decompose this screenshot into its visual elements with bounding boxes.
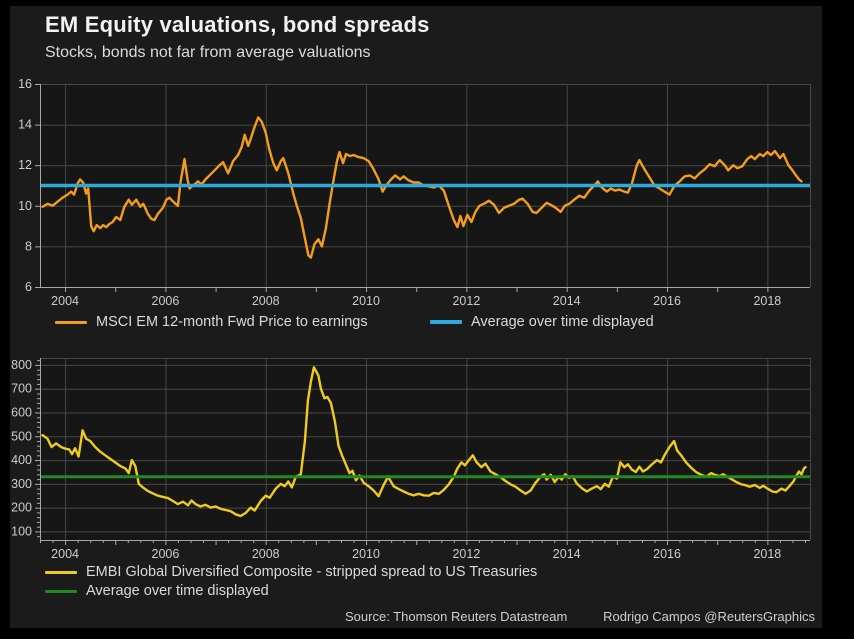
y-tick-label: 10 — [18, 199, 32, 213]
spread-chart-svg: 2004 2006 2008 2010 2012 2014 2016 2018 100 200 30… — [11, 358, 811, 561]
spread-avg-legend-item: Average over time displayed — [45, 583, 269, 599]
pe-chart-legend: MSCI EM 12-month Fwd Price to earnings A… — [10, 314, 822, 330]
spread-average-swatch — [45, 589, 77, 593]
x-tick-label: 2014 — [553, 294, 581, 308]
footer: Source: Thomson Reuters Datastream Rodri… — [10, 609, 822, 627]
y-tick-label: 400 — [11, 453, 32, 467]
gridlines — [40, 358, 811, 540]
page-title: EM Equity valuations, bond spreads — [45, 12, 430, 37]
y-tick-label: 16 — [18, 77, 32, 91]
x-tick-label: 2006 — [152, 547, 180, 561]
spread-line-legend-label: EMBI Global Diversified Composite - stri… — [86, 564, 538, 580]
tick-labels: 2004 2006 2008 2010 2012 2014 2016 2018 100 200 30… — [11, 358, 781, 561]
x-tick-label: 2014 — [553, 547, 581, 561]
x-tick-label: 2012 — [452, 294, 480, 308]
x-tick-label: 2008 — [252, 294, 280, 308]
page-subtitle: Stocks, bonds not far from average valua… — [45, 44, 371, 61]
y-tick-label: 700 — [11, 382, 32, 396]
credit-text: Rodrigo Campos @ReutersGraphics — [603, 609, 815, 624]
pe-average-swatch — [430, 320, 462, 324]
x-tick-label: 2012 — [452, 547, 480, 561]
x-tick-label: 2010 — [352, 294, 380, 308]
spread-chart-legend-row2: Average over time displayed — [10, 583, 822, 599]
chart-panel: EM Equity valuations, bond spreads Stock… — [10, 6, 822, 628]
pe-average-legend-label: Average over time displayed — [471, 314, 654, 330]
spread-average-legend-label: Average over time displayed — [86, 583, 269, 599]
ticks — [35, 360, 806, 545]
y-tick-label: 600 — [11, 405, 32, 419]
spread-line-legend-item: EMBI Global Diversified Composite - stri… — [45, 564, 537, 580]
x-tick-label: 2004 — [51, 547, 79, 561]
y-tick-label: 6 — [25, 280, 32, 294]
pe-line-legend-item: MSCI EM 12-month Fwd Price to earnings — [55, 314, 368, 330]
x-tick-label: 2010 — [352, 547, 380, 561]
pe-chart-svg: 2004 2006 2008 2010 2012 2014 2016 2018 6 8 10 12 14… — [18, 77, 811, 308]
y-tick-label: 12 — [18, 158, 32, 172]
y-tick-label: 100 — [11, 524, 32, 538]
x-tick-label: 2018 — [753, 547, 781, 561]
y-tick-label: 8 — [25, 239, 32, 253]
axes — [40, 84, 810, 288]
pe-line-swatch — [55, 320, 87, 324]
y-tick-label: 500 — [11, 429, 32, 443]
spread-line-swatch — [45, 570, 77, 574]
source-text: Source: Thomson Reuters Datastream — [345, 609, 568, 624]
x-tick-label: 2008 — [252, 547, 280, 561]
y-tick-label: 300 — [11, 477, 32, 491]
x-tick-label: 2016 — [653, 547, 681, 561]
x-tick-label: 2004 — [51, 294, 79, 308]
pe-line-series — [41, 116, 803, 259]
tick-labels: 2004 2006 2008 2010 2012 2014 2016 2018 6 8 10 12 14… — [18, 77, 781, 308]
x-tick-label: 2016 — [653, 294, 681, 308]
ticks — [35, 84, 769, 292]
spread-line-series — [41, 366, 807, 518]
x-tick-label: 2006 — [152, 294, 180, 308]
axes — [40, 358, 810, 541]
y-tick-label: 200 — [11, 501, 32, 515]
y-tick-label: 14 — [18, 118, 32, 132]
pe-avg-legend-item: Average over time displayed — [430, 314, 654, 330]
y-tick-label: 800 — [11, 358, 32, 372]
plot-area — [40, 358, 810, 540]
spread-chart-legend-row1: EMBI Global Diversified Composite - stri… — [10, 564, 822, 580]
pe-line-legend-label: MSCI EM 12-month Fwd Price to earnings — [96, 314, 368, 330]
x-tick-label: 2018 — [753, 294, 781, 308]
